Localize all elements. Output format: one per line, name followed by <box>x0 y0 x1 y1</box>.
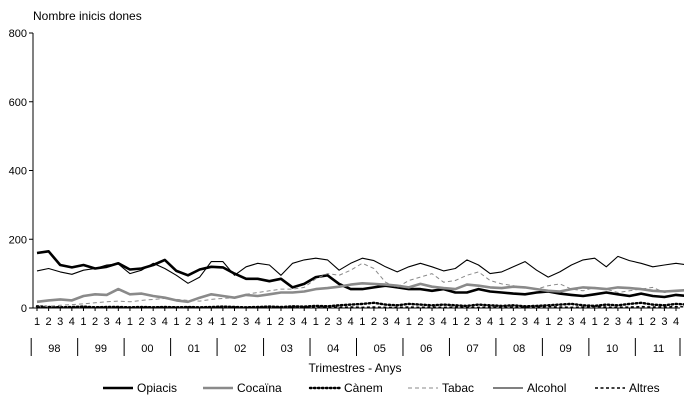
quarter-label: 1 <box>545 316 551 328</box>
legend-label: Cocaïna <box>237 381 282 395</box>
year-label: 02 <box>234 343 246 355</box>
quarter-label: 3 <box>568 316 574 328</box>
quarter-label: 1 <box>313 316 319 328</box>
quarter-label: 4 <box>162 316 168 328</box>
year-label: 98 <box>48 343 60 355</box>
series-line-tabac <box>36 262 684 308</box>
legend: Opiacis Cocaïna Cànem Tabac Alcohol Altres <box>103 381 660 395</box>
y-tick-label: 200 <box>9 234 27 246</box>
y-tick-label: 800 <box>9 28 27 40</box>
y-tick-label: 400 <box>9 166 27 178</box>
quarter-label: 2 <box>417 316 423 328</box>
quarter-label: 1 <box>266 316 272 328</box>
year-label: 10 <box>606 343 618 355</box>
quarter-label: 2 <box>603 316 609 328</box>
quarter-label: 2 <box>92 316 98 328</box>
quarter-label: 1 <box>638 316 644 328</box>
quarter-label: 1 <box>34 316 40 328</box>
quarter-label: 3 <box>104 316 110 328</box>
quarter-label: 3 <box>336 316 342 328</box>
quarter-label: 4 <box>487 316 493 328</box>
legend-label: Altres <box>629 381 660 395</box>
legend-label: Alcohol <box>527 381 566 395</box>
quarter-label: 1 <box>80 316 86 328</box>
year-label: 00 <box>141 343 153 355</box>
quarter-label: 4 <box>673 316 679 328</box>
quarter-label: 4 <box>534 316 540 328</box>
quarter-label: 1 <box>452 316 458 328</box>
year-label: 01 <box>188 343 200 355</box>
quarter-label: 2 <box>650 316 656 328</box>
year-label: 04 <box>327 343 339 355</box>
year-label: 06 <box>420 343 432 355</box>
y-tick-label: 600 <box>9 97 27 109</box>
year-label: 99 <box>95 343 107 355</box>
quarter-label: 3 <box>522 316 528 328</box>
quarter-label: 3 <box>615 316 621 328</box>
quarter-label: 4 <box>115 316 121 328</box>
quarter-label: 3 <box>290 316 296 328</box>
quarter-label: 4 <box>580 316 586 328</box>
quarter-label: 2 <box>324 316 330 328</box>
y-axis-title: Nombre inicis dones <box>33 9 142 23</box>
quarter-label: 3 <box>429 316 435 328</box>
quarter-label: 2 <box>464 316 470 328</box>
quarter-label: 2 <box>185 316 191 328</box>
quarter-label: 2 <box>46 316 52 328</box>
quarter-label: 3 <box>197 316 203 328</box>
quarter-label: 3 <box>150 316 156 328</box>
series-line-cànem <box>35 301 684 309</box>
legend-label: Tabac <box>442 381 474 395</box>
quarter-label: 4 <box>626 316 632 328</box>
series-line-alcohol <box>36 255 684 284</box>
quarter-label: 3 <box>382 316 388 328</box>
quarter-label: 2 <box>231 316 237 328</box>
quarter-label: 3 <box>475 316 481 328</box>
quarter-label: 2 <box>510 316 516 328</box>
y-tick-label: 0 <box>21 303 27 315</box>
quarter-label: 2 <box>139 316 145 328</box>
quarter-label: 1 <box>173 316 179 328</box>
year-label: 05 <box>374 343 386 355</box>
year-label: 08 <box>513 343 525 355</box>
series-line-altres <box>36 305 684 309</box>
quarter-label: 1 <box>406 316 412 328</box>
quarter-label: 2 <box>557 316 563 328</box>
quarter-label: 3 <box>57 316 63 328</box>
quarter-label: 2 <box>371 316 377 328</box>
year-label: 07 <box>467 343 479 355</box>
year-label: 09 <box>560 343 572 355</box>
quarter-label: 4 <box>441 316 447 328</box>
quarter-label: 1 <box>592 316 598 328</box>
quarter-label: 1 <box>220 316 226 328</box>
quarter-label: 3 <box>243 316 249 328</box>
x-axis-title: Trimestres - Anys <box>309 361 402 375</box>
quarter-label: 1 <box>499 316 505 328</box>
year-label: 11 <box>653 343 664 355</box>
legend-label: Cànem <box>344 381 383 395</box>
quarter-label: 1 <box>127 316 133 328</box>
quarter-label: 4 <box>348 316 354 328</box>
quarter-label: 4 <box>301 316 307 328</box>
y-axis: 0 200 400 600 800 <box>9 28 34 315</box>
quarter-label: 3 <box>661 316 667 328</box>
quarter-label: 4 <box>255 316 261 328</box>
series-line-cocaïna <box>36 281 684 304</box>
series-layer <box>35 250 684 309</box>
quarter-label: 2 <box>278 316 284 328</box>
quarter-label: 4 <box>208 316 214 328</box>
legend-label: Opiacis <box>137 381 177 395</box>
year-label: 03 <box>281 343 293 355</box>
quarter-label: 4 <box>394 316 400 328</box>
quarter-label: 4 <box>69 316 75 328</box>
quarter-label: 1 <box>359 316 365 328</box>
series-line-opiacis <box>36 250 684 299</box>
